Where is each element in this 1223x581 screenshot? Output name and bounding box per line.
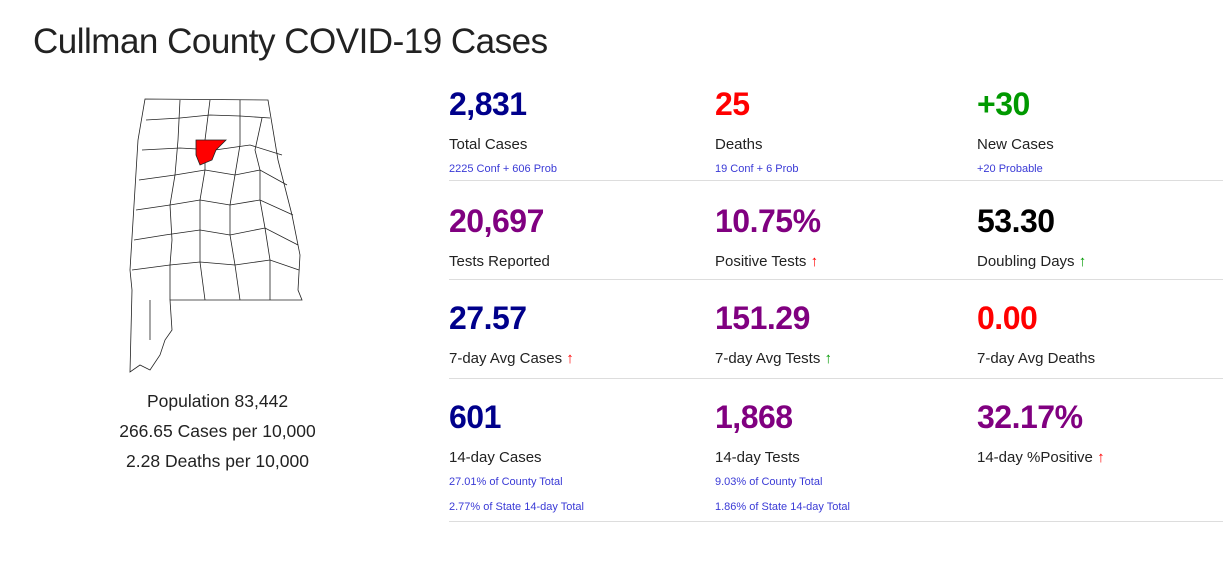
- stat-value: 0.00: [977, 300, 1038, 336]
- stat-new-cases: +30 New Cases +20 Probable: [977, 80, 1223, 180]
- stat-tests: 20,697 Tests Reported: [449, 181, 715, 279]
- stat-value: 151.29: [715, 300, 810, 336]
- stat-positive: 10.75% Positive Tests ↑: [715, 181, 977, 279]
- stat-avg-tests: 151.29 7-day Avg Tests ↑: [715, 280, 977, 378]
- population-summary: Population 83,442 266.65 Cases per 10,00…: [95, 386, 340, 476]
- page-title: Cullman County COVID-19 Cases: [33, 22, 548, 61]
- stat-avg-deaths: 0.00 7-day Avg Deaths: [977, 280, 1223, 378]
- stat-total-cases: 2,831 Total Cases 2225 Conf + 606 Prob: [449, 80, 715, 180]
- stat-label: New Cases: [977, 136, 1054, 153]
- stat-value: 27.57: [449, 300, 527, 336]
- stat-14day-positive: 32.17% 14-day %Positive ↑: [977, 379, 1223, 521]
- deaths-per-10000: 2.28 Deaths per 10,000: [126, 451, 309, 471]
- stat-value: 1,868: [715, 399, 793, 435]
- stat-value: 10.75%: [715, 203, 821, 239]
- stat-value: 2,831: [449, 86, 527, 122]
- population: Population 83,442: [146, 391, 289, 411]
- stat-value: 25: [715, 86, 750, 122]
- stat-value: 32.17%: [977, 399, 1083, 435]
- stat-sub: 19 Conf + 6 Prob: [715, 163, 799, 175]
- stat-sub: 27.01% of County Total: [449, 476, 563, 488]
- stat-sub: 2.77% of State 14-day Total: [449, 501, 584, 513]
- stat-doubling: 53.30 Doubling Days ↑: [977, 181, 1223, 279]
- stat-sub: 1.86% of State 14-day Total: [715, 501, 850, 513]
- stat-label: 14-day Tests: [715, 449, 800, 466]
- arrow-up-icon: ↑: [1097, 449, 1105, 466]
- stat-label: Total Cases: [449, 136, 528, 153]
- stat-label: 7-day Avg Tests: [715, 350, 821, 367]
- cases-per-10000: 266.65 Cases per 10,000: [119, 421, 316, 441]
- stats-row: 2,831 Total Cases 2225 Conf + 606 Prob 2…: [449, 80, 1223, 181]
- stat-label: Positive Tests: [715, 253, 807, 270]
- arrow-up-icon: ↑: [566, 350, 574, 367]
- arrow-up-icon: ↑: [1078, 253, 1087, 270]
- arrow-up-icon: ↑: [810, 253, 819, 270]
- stat-label: Doubling Days: [977, 253, 1075, 270]
- stat-value: +30: [977, 86, 1030, 122]
- stat-value: 601: [449, 399, 501, 435]
- stat-label: Tests Reported: [449, 253, 550, 270]
- stat-sub: +20 Probable: [977, 163, 1043, 175]
- stat-label: 14-day %Positive: [977, 449, 1093, 466]
- stat-label: 7-day Avg Cases: [449, 350, 563, 367]
- stat-deaths: 25 Deaths 19 Conf + 6 Prob: [715, 80, 977, 180]
- stat-label: 14-day Cases: [449, 449, 542, 466]
- stats-row: 20,697 Tests Reported 10.75% Positive Te…: [449, 181, 1223, 280]
- stat-value: 20,697: [449, 203, 544, 239]
- stat-sub: 2225 Conf + 606 Prob: [449, 163, 557, 175]
- stat-avg-cases: 27.57 7-day Avg Cases ↑: [449, 280, 715, 378]
- stats-row: 27.57 7-day Avg Cases ↑ 151.29 7-day Avg…: [449, 280, 1223, 379]
- alabama-outline: [129, 98, 303, 373]
- stat-sub: 9.03% of County Total: [715, 476, 823, 488]
- arrow-up-icon: ↑: [824, 350, 833, 367]
- alabama-county-map: [129, 98, 303, 373]
- stats-grid: 2,831 Total Cases 2225 Conf + 606 Prob 2…: [449, 80, 1223, 522]
- stat-value: 53.30: [977, 203, 1055, 239]
- stat-14day-cases: 601 14-day Cases 27.01% of County Total …: [449, 379, 715, 521]
- cullman-county-highlight: [195, 139, 227, 166]
- stat-14day-tests: 1,868 14-day Tests 9.03% of County Total…: [715, 379, 977, 521]
- stat-label: Deaths: [715, 136, 763, 153]
- stats-row: 601 14-day Cases 27.01% of County Total …: [449, 379, 1223, 522]
- stat-label: 7-day Avg Deaths: [977, 350, 1096, 367]
